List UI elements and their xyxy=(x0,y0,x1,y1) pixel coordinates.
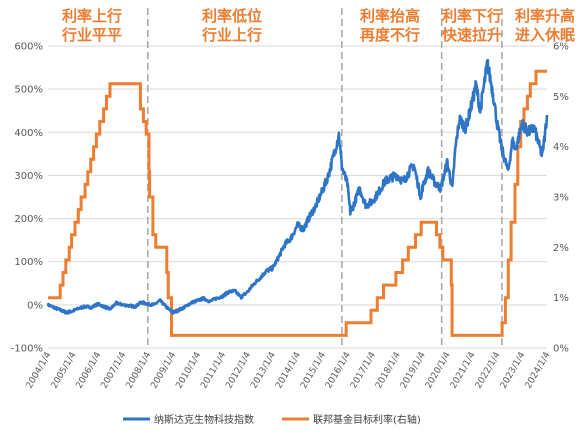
left-tick-label: -100% xyxy=(11,344,43,355)
fed-funds-rate-line xyxy=(48,69,547,337)
era-annotation-line: 进入休眠 xyxy=(515,26,575,44)
era-annotation-line: 行业平平 xyxy=(61,26,122,44)
legend-label-rate: 联邦基金目标利率(右轴) xyxy=(313,413,421,426)
legend: 纳斯达克生物科技指数 联邦基金目标利率(右轴) xyxy=(123,413,421,426)
right-tick-label: 2% xyxy=(553,243,569,254)
left-tick-label: 300% xyxy=(14,171,43,182)
left-tick-label: 400% xyxy=(14,128,43,139)
right-tick-label: 0% xyxy=(553,344,569,355)
left-tick-label: 500% xyxy=(14,85,43,96)
right-tick-label: 3% xyxy=(553,193,569,204)
era-annotation-line: 利率下行 xyxy=(442,7,502,25)
era-annotation-line: 利率升高 xyxy=(515,7,575,25)
era-annotation-line: 利率低位 xyxy=(202,7,262,25)
era-annotation-line: 快速拉升 xyxy=(442,26,502,44)
era-annotation-line: 再度不行 xyxy=(360,26,420,44)
legend-label-biotech: 纳斯达克生物科技指数 xyxy=(154,413,254,426)
era-annotation-line: 行业上行 xyxy=(201,26,262,44)
series-lines xyxy=(46,58,549,337)
biotech-index-line xyxy=(46,58,549,315)
left-tick-label: 100% xyxy=(14,257,43,268)
left-axis-ticks: -100% 0% 100% 200% 300% 400% 500% 600% xyxy=(11,42,43,355)
left-tick-label: 0% xyxy=(27,300,43,311)
left-tick-label: 600% xyxy=(14,42,43,53)
left-tick-label: 200% xyxy=(14,214,43,225)
right-tick-label: 5% xyxy=(553,92,569,103)
right-tick-label: 4% xyxy=(553,142,569,153)
right-tick-label: 6% xyxy=(553,42,569,53)
right-tick-label: 1% xyxy=(553,293,569,304)
era-annotation-line: 利率上行 xyxy=(62,7,122,25)
right-axis-ticks: 0% 1% 2% 3% 4% 5% 6% xyxy=(553,42,569,355)
era-annotation-line: 利率抬高 xyxy=(360,7,420,25)
